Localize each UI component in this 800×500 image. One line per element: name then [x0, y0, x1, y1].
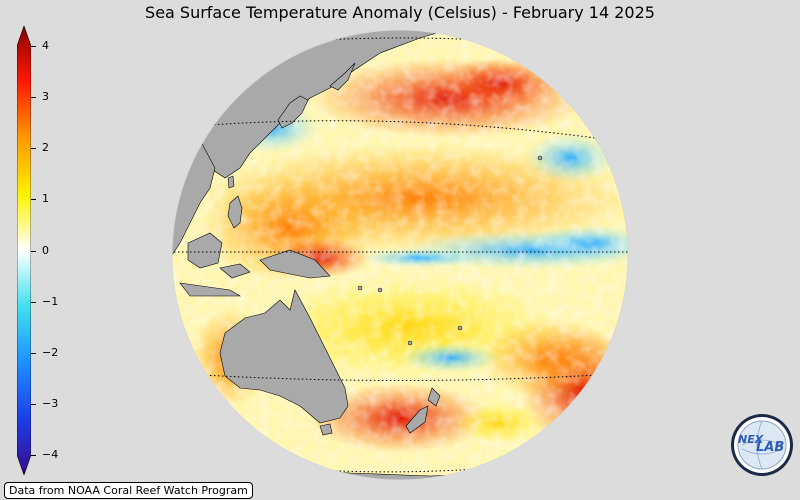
- colorbar-tick-mark: [31, 250, 36, 252]
- colorbar-tick-label: 4: [42, 39, 49, 52]
- colorbar-tick-mark: [31, 403, 36, 405]
- colorbar-tick-mark: [31, 46, 36, 47]
- colorbar-tick-label: −4: [42, 448, 59, 461]
- colorbar-tick-label: 1: [42, 192, 49, 206]
- colorbar-tick-mark: [31, 455, 36, 456]
- colorbar-tick-label: −1: [42, 294, 59, 308]
- colorbar-tick-mark: [31, 97, 36, 99]
- nex-lab-logo: NEX LAB: [731, 414, 793, 476]
- colorbar-tick-label: 2: [42, 141, 49, 155]
- colorbar-tick-label: −3: [42, 396, 59, 410]
- colorbar-tick-label: 0: [42, 243, 49, 257]
- map-title: Sea Surface Temperature Anomaly (Celsius…: [145, 3, 655, 22]
- data-credit: Data from NOAA Coral Reef Watch Program: [4, 482, 253, 499]
- colorbar-tick-mark: [31, 352, 36, 354]
- logo-text-lab: LAB: [756, 440, 784, 455]
- colorbar-tick-mark: [31, 301, 36, 303]
- colorbar-tick-label: 3: [42, 90, 49, 104]
- logo-text-nex: NEX: [738, 433, 764, 446]
- colorbar-tick-mark: [31, 199, 36, 201]
- colorbar-tick-label: −2: [42, 345, 59, 359]
- colorbar: [17, 26, 31, 475]
- globe-map: [171, 29, 629, 481]
- colorbar-tick-mark: [31, 148, 36, 150]
